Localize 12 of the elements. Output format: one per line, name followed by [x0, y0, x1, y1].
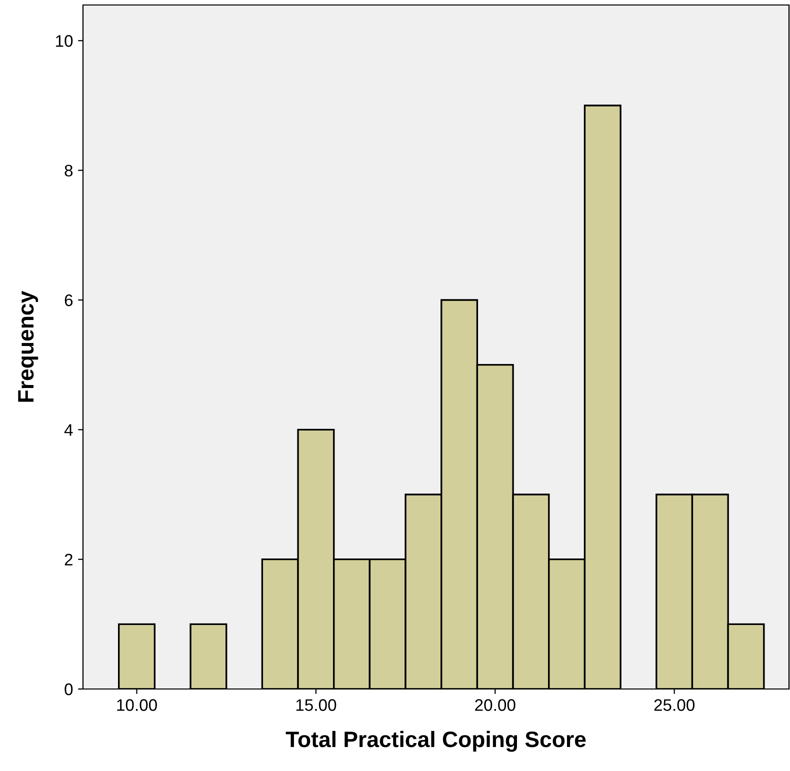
x-tick-label: 15.00	[296, 699, 336, 711]
y-tick-label: 0	[64, 683, 73, 696]
y-tick-label: 8	[64, 164, 73, 177]
y-tick-label: 4	[64, 424, 73, 436]
x-axis-title: Total Practical Coping Score	[286, 730, 586, 752]
y-tick-label: 6	[64, 294, 73, 306]
y-tick-label: 2	[64, 554, 72, 566]
y-axis-title: Frequency	[18, 290, 38, 402]
y-tick-label: 10	[56, 35, 73, 47]
x-tick-label: 25.00	[654, 699, 695, 711]
x-tick-label: 10.00	[117, 699, 157, 711]
x-tick-label: 20.00	[475, 699, 516, 711]
